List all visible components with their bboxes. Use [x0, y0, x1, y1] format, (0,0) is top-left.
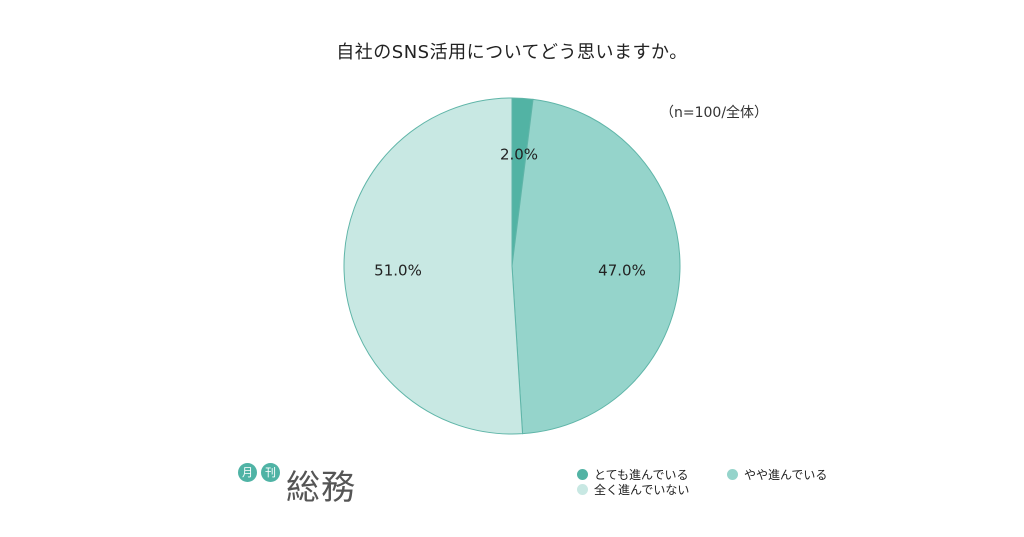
- slice-value-label: 47.0%: [598, 262, 646, 280]
- slice-value-label: 2.0%: [500, 146, 538, 164]
- chart-title: 自社のSNS活用についてどう思いますか。: [336, 42, 688, 63]
- legend-swatch-very: [577, 469, 588, 480]
- logo-badge-month: 月: [238, 463, 257, 482]
- legend-item-very: とても進んでいる: [577, 466, 688, 483]
- publisher-logo: 月 刊 総務: [238, 460, 368, 508]
- legend-swatch-notatall: [577, 484, 588, 495]
- legend-swatch-somewhat: [727, 469, 738, 480]
- pie-slice: [343, 97, 524, 435]
- legend-label-very: とても進んでいる: [594, 468, 689, 482]
- pie-slice: [511, 98, 681, 435]
- logo-brand-text: 総務: [286, 468, 356, 508]
- legend-label-somewhat: やや進んでいる: [744, 468, 828, 482]
- legend-item-somewhat: やや進んでいる: [727, 466, 827, 483]
- legend-label-notatall: 全く進んでいない: [594, 483, 690, 497]
- slice-value-label: 51.0%: [374, 262, 422, 280]
- logo-badge-issue: 刊: [261, 463, 280, 482]
- sample-size-note: （n=100/全体）: [660, 105, 769, 121]
- legend-item-notatall: 全く進んでいない: [577, 481, 689, 498]
